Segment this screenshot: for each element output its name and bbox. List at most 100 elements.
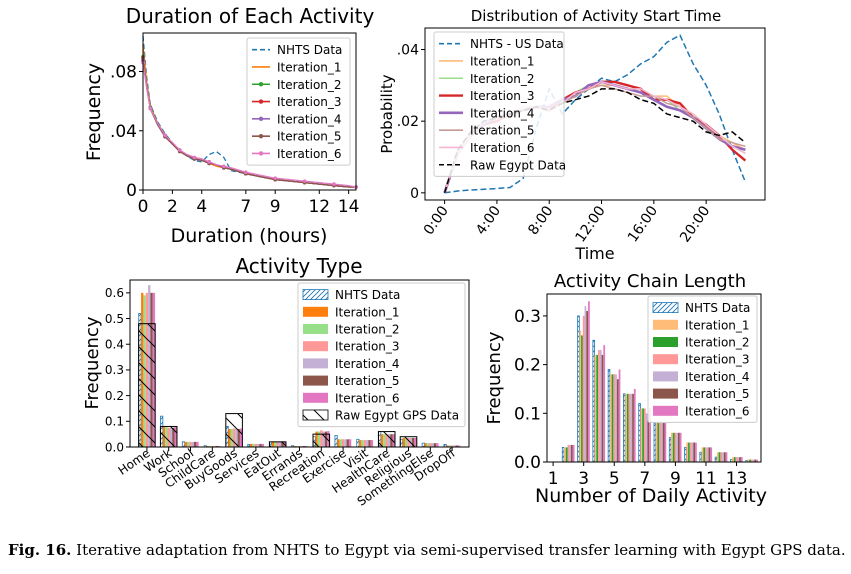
bar [735,457,738,462]
x-tick-label: 4:00 [473,203,504,238]
bar [671,432,673,462]
bar [684,446,687,463]
bar [615,374,617,462]
bar [564,447,566,462]
bar [695,442,697,462]
bar [348,439,352,447]
y-tick-label: 0.1 [105,415,124,429]
bar [206,445,209,447]
bar [579,330,582,462]
bar [218,445,221,447]
bar [211,445,214,447]
legend-label: Iteration_1 [277,60,342,74]
bar [647,413,650,462]
bar [686,442,689,462]
bar [749,459,751,462]
x-tick-label: 13 [726,469,748,489]
bar [436,443,439,447]
bar [300,445,304,447]
legend-label: Iteration_3 [470,89,535,103]
bar [312,433,331,448]
legend-label: Iteration_3 [277,95,342,109]
x-tick-label: 20:00 [677,203,713,245]
caption-text: Iterative adaptation from NHTS to Egypt … [76,541,846,559]
y-tick-label: 0.5 [105,312,124,326]
bar [632,393,634,462]
y-tick-label: 0.3 [514,307,541,327]
bar [377,431,396,448]
legend-label: Iteration_5 [335,374,400,388]
legend-swatch [303,341,328,352]
bar [754,459,757,462]
bar [366,440,369,447]
bar [725,452,728,462]
bar [672,432,675,462]
legend-marker [258,82,264,87]
bar [701,447,704,462]
bar [457,445,461,447]
bar [453,445,456,447]
bar [424,443,427,447]
bar [598,350,600,462]
x-tick-label: 14 [338,197,360,217]
x-tick-label: 9 [270,197,281,217]
y-axis-label: Frequency [83,63,105,161]
chart-title: Distribution of Activity Start Time [471,7,722,25]
legend-label: Iteration_1 [470,54,535,68]
y-tick-label: 0.1 [514,404,541,424]
bar [213,445,216,447]
bar [359,440,362,447]
chart-title: Activity Chain Length [554,271,746,292]
bar [599,350,602,462]
bar [561,446,565,463]
bar [363,440,367,447]
bar [710,447,713,462]
bar [191,441,195,447]
bar [586,311,589,462]
bar [750,459,753,462]
caption-label: Fig. 16. [8,541,72,559]
bar [718,452,721,462]
x-tick-label: 7 [639,469,650,489]
legend-label: Iteration_4 [335,357,400,371]
bar [225,413,243,448]
y-tick-label: .04 [110,122,137,142]
bar [254,443,258,447]
legend-label: Iteration_6 [277,147,342,161]
y-tick-label: 0.2 [105,389,124,403]
bar [706,447,709,462]
bar [607,369,611,463]
legend-label: Iteration_1 [335,305,400,319]
bar [676,432,679,462]
bar [138,323,156,448]
y-tick-label: 0.0 [514,453,541,473]
bar [688,442,690,462]
chart-activity-type: HomeWorkSchoolChildCareBuyGoodsServicesE… [82,254,470,509]
bar [295,445,299,447]
bar [649,408,651,462]
bar [571,444,573,462]
legend-label: Iteration_5 [685,387,750,401]
bar [588,301,590,462]
axes-frame [129,279,470,448]
x-tick-label: 12:00 [573,203,609,245]
bar [643,408,646,462]
bar [577,315,580,463]
bar [633,388,636,462]
legend-label: Iteration_6 [470,141,535,155]
series-point [177,148,182,152]
y-tick-label: 0 [126,181,137,201]
bar [186,441,190,447]
bar [740,457,743,462]
bar [674,432,677,462]
legend-label: Iteration_1 [685,318,750,332]
bar [303,445,306,447]
bar [630,393,633,462]
bar [293,445,296,447]
legend-label: Raw Egypt Data [470,158,566,172]
bar [708,447,711,462]
legend-marker [258,133,264,139]
x-tick-label: 3 [578,469,589,489]
